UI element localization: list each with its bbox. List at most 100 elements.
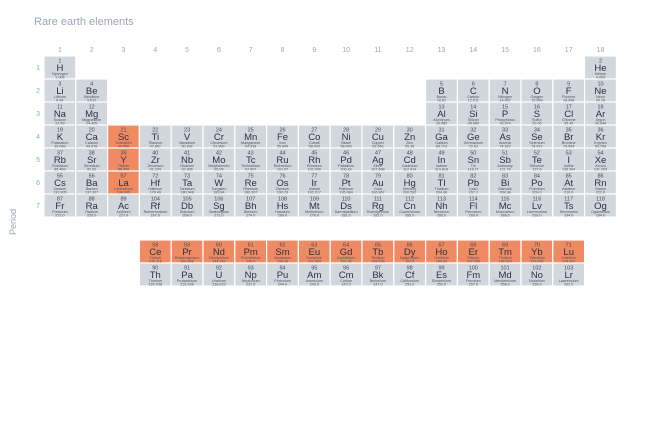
atomic-number: 71 [566,243,572,249]
atomic-mass: 183.84 [213,191,224,195]
element-name: Neodymium [209,256,229,260]
atomic-mass: 35.45 [564,122,573,126]
element-name: Praseodymium [175,256,200,260]
element-symbol: Ts [564,201,574,212]
element-symbol: Pd [340,155,352,166]
atomic-number: 59 [184,243,190,249]
atomic-number: 17 [566,105,572,111]
atomic-number: 96 [343,266,349,272]
atomic-mass: 63.546 [372,145,383,149]
element-symbol: He [594,63,606,74]
atomic-number: 93 [248,266,254,272]
element-name: Bromine [562,141,576,145]
element-symbol: Sn [467,155,479,166]
element-name: Iridium [309,187,320,191]
atomic-number: 88 [89,197,95,203]
atomic-mass: 74.922 [499,145,510,149]
atomic-mass: 83.798 [595,145,606,149]
atomic-number: 78 [343,174,349,180]
atomic-number: 25 [248,128,254,134]
atomic-mass: 285.0 [405,214,414,218]
atomic-mass: 257.0 [469,283,478,287]
element-name: Iodine [564,164,574,168]
element-name: Uranium [212,279,226,283]
atomic-mass: 6.94 [56,99,63,103]
element-name: Actinium [116,210,130,214]
atomic-mass: 209.0 [532,191,541,195]
period-label: 2 [36,88,40,95]
atomic-mass: 18.998 [563,99,574,103]
element-name: Roentgenium [367,210,389,214]
atomic-mass: 150.36 [277,260,288,264]
group-label: 9 [312,47,316,54]
atomic-mass: 293.0 [532,214,541,218]
atomic-number: 99 [438,266,444,272]
element-symbol: Rn [594,178,606,189]
atomic-mass: 58.933 [309,145,320,149]
atomic-number: 84 [534,174,540,180]
atomic-mass: 92.906 [181,168,192,172]
atomic-number: 79 [375,174,381,180]
atomic-number: 33 [502,128,508,134]
element-name: Tungsten [211,187,226,191]
atomic-number: 117 [564,197,573,203]
group-label: 7 [249,47,253,54]
element-name: Aluminum [433,118,449,122]
atomic-number: 67 [438,243,444,249]
element-name: Ytterbium [529,256,545,260]
atomic-mass: 268.0 [182,214,191,218]
element-name: Indium [436,164,447,168]
element-symbol: Rh [308,155,320,166]
element-name: Thulium [499,256,512,260]
atomic-number: 112 [405,197,414,203]
atomic-number: 24 [216,128,222,134]
atomic-number: 86 [597,174,603,180]
element-symbol: Kr [596,132,606,143]
element-name: Astatine [562,187,575,191]
element-name: Polonium [529,187,544,191]
element-name: Bismuth [498,187,511,191]
atomic-mass: 51.996 [213,145,224,149]
atomic-number: 72 [152,174,158,180]
element-symbol: Dy [404,247,416,258]
element-symbol: Cu [372,132,384,143]
atomic-mass: 247.0 [341,283,350,287]
element-name: Argon [596,118,606,122]
element-name: Plutonium [274,279,290,283]
atomic-mass: 78.971 [531,145,542,149]
group-label: 15 [501,47,509,54]
atomic-number: 35 [566,128,572,134]
atomic-mass: 231.036 [180,283,193,287]
element-symbol: Hg [404,178,416,189]
atomic-mass: 112.414 [403,168,416,172]
element-name: Tellurium [530,164,545,168]
group-label: 11 [374,47,381,54]
group-label: 13 [438,47,446,54]
atomic-number: 116 [533,197,542,203]
atomic-number: 57 [120,174,126,180]
element-name: Dubnium [180,210,195,214]
element-symbol: K [57,132,64,143]
group-label: 6 [217,47,221,54]
element-name: Promethium [241,256,261,260]
period-label: 4 [36,134,40,141]
element-name: Iron [279,141,285,145]
atomic-number: 41 [184,151,190,157]
element-name: Carbon [467,95,479,99]
element-symbol: Si [469,109,477,120]
atomic-number: 21 [120,128,126,134]
atomic-number: 111 [374,197,382,203]
period-label: 1 [36,65,40,72]
element-name: Fermium [466,279,481,283]
atomic-number: 107 [246,197,255,203]
atomic-number: 49 [438,151,444,157]
element-symbol: Tc [246,155,256,166]
atomic-number: 63 [311,243,317,249]
element-symbol: Mo [212,155,225,166]
atomic-number: 40 [152,151,158,157]
atomic-number: 55 [57,174,63,180]
element-name: Holmium [434,256,449,260]
atomic-number: 92 [216,266,222,272]
atomic-number: 104 [151,197,160,203]
atomic-number: 108 [278,197,287,203]
